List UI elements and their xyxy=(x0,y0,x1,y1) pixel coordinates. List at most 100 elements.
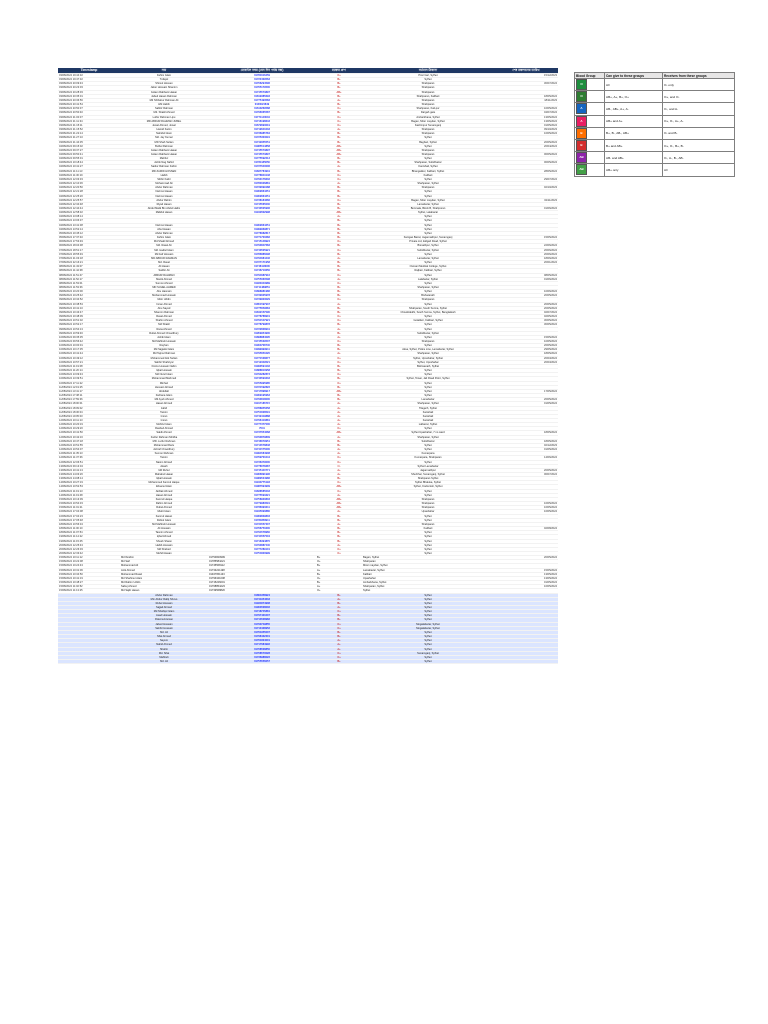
cell-name[interactable]: ABDUR RAHMAN xyxy=(120,273,208,278)
cell-name[interactable]: Asad Hossain xyxy=(120,613,208,619)
cell-empty[interactable] xyxy=(494,634,558,640)
cell-phone[interactable]: 01741575000 xyxy=(208,447,316,453)
cell-last-donation[interactable]: 20/06/2024 xyxy=(494,252,558,257)
cell-blood-group[interactable]: O+ xyxy=(316,655,362,661)
cell-name[interactable]: Kamrul Hasan xyxy=(120,514,208,519)
cell-timestamp[interactable]: 11/08/2024 17:38:11 xyxy=(58,393,120,399)
cell-address[interactable]: Shahparan xyxy=(362,131,494,137)
cell-last-donation[interactable] xyxy=(494,518,558,523)
cell-name[interactable]: Golam Rabbani Hasan xyxy=(120,90,208,95)
cell-blood-group[interactable]: A+ xyxy=(316,568,362,573)
cell-phone[interactable]: 01791547921 xyxy=(208,318,316,324)
cell-address[interactable]: Bagan, Sylhet xyxy=(362,555,494,561)
cell-timestamp[interactable]: 12/08/2024 10:29:20 xyxy=(58,426,120,432)
cell-name[interactable]: Habib Hossain xyxy=(120,543,208,548)
cell-name[interactable]: Hamid Karim xyxy=(120,127,208,133)
cell-blood-group[interactable]: AB+ xyxy=(316,484,362,490)
cell-name[interactable]: Hasan Ahmed xyxy=(120,401,208,407)
cell-blood-group[interactable]: B+ xyxy=(316,252,362,257)
cell-name[interactable]: Golam Rabbani Hasan xyxy=(120,152,208,158)
cell-phone[interactable]: 0160024849 xyxy=(208,102,316,108)
cell-timestamp[interactable]: 12/08/2024 10:11:13 xyxy=(58,418,120,424)
cell-phone[interactable]: 01749419888 xyxy=(208,414,316,419)
cell-phone[interactable]: 01758930803 xyxy=(208,497,316,503)
cell-phone[interactable]: 01741954633 xyxy=(208,597,316,602)
cell-blood-group[interactable]: B+ xyxy=(316,206,362,212)
cell-address[interactable]: Shahparan xyxy=(362,85,494,91)
cell-timestamp[interactable]: 03/08/2024 20:28:03 xyxy=(58,90,120,95)
cell-address[interactable]: Bagan, Mirer maydan, Sylhet xyxy=(362,198,494,203)
cell-timestamp[interactable]: 03/08/2024 20:50:37 xyxy=(58,106,120,112)
cell-last-donation[interactable] xyxy=(494,223,558,228)
cell-phone[interactable]: 01945090880 xyxy=(208,509,316,515)
cell-name[interactable]: Firoze Hussain Nabin xyxy=(120,364,208,370)
cell-timestamp[interactable]: 13/08/2024 14:08:14 xyxy=(58,476,120,482)
cell-name[interactable]: Tufayel xyxy=(120,77,208,83)
cell-timestamp[interactable]: 07/08/2024 18:55:49 xyxy=(58,252,120,257)
cell-last-donation[interactable]: 10/05/2024 xyxy=(494,339,558,345)
cell-address[interactable]: Sylhet Bhaluka, Sylhet xyxy=(362,480,494,486)
legend-receive-cell[interactable]: O-, and A- xyxy=(662,102,735,116)
cell-timestamp[interactable]: 20/08/2024 12:25:43 xyxy=(58,543,120,548)
cell-last-donation[interactable] xyxy=(494,376,558,382)
cell-address[interactable]: Shahparan xyxy=(362,127,494,133)
cell-name[interactable]: Mafidul Hasan xyxy=(120,210,208,216)
cell-phone[interactable]: 01754608591 xyxy=(208,410,316,415)
cell-address[interactable]: Private Ltd, Eidgah Road, Sylhet xyxy=(362,239,494,245)
cell-timestamp[interactable]: 09/08/2024 10:48:09 xyxy=(58,314,120,320)
cell-timestamp[interactable]: 13/08/2024 10:41:13 xyxy=(58,468,120,474)
cell-address[interactable]: Dargah gate xyxy=(362,110,494,116)
cell-blood-group[interactable]: A+ xyxy=(316,543,362,548)
cell-address[interactable]: Ambarkhana, Sylhet xyxy=(362,580,494,586)
cell-name[interactable]: Md Shakil xyxy=(120,322,208,328)
cell-timestamp[interactable]: 09/08/2024 10:38:53 xyxy=(58,302,120,307)
cell-timestamp[interactable]: 11/08/2024 19:05:03 xyxy=(58,414,120,419)
cell-phone[interactable]: 01748118000 xyxy=(208,264,316,270)
cell-blood-group[interactable]: B+ xyxy=(316,343,362,349)
cell-timestamp[interactable]: 06/08/2024 18:04:38 xyxy=(58,243,120,249)
cell-name[interactable]: Tamim xyxy=(120,455,208,461)
cell-name[interactable]: Abdur Rahman xyxy=(120,593,208,598)
cell-phone[interactable]: 01746679951 xyxy=(208,439,316,444)
cell-phone[interactable]: 01987694909 xyxy=(208,484,316,490)
cell-blood-group[interactable]: B+ xyxy=(316,202,362,208)
cell-phone[interactable]: 01785584221 xyxy=(208,559,316,565)
cell-name[interactable]: Rubel Ahmed Chowdhury xyxy=(120,331,208,336)
cell-timestamp[interactable]: 15/08/2024 10:34:50 xyxy=(58,572,120,577)
cell-phone[interactable]: 01708570028 xyxy=(208,651,316,656)
cell-blood-group[interactable]: AB+ xyxy=(316,148,362,153)
cell-timestamp[interactable]: 03/08/2024 19:47:32 xyxy=(58,77,120,83)
cell-phone[interactable]: 01999999911 xyxy=(208,347,316,353)
cell-address[interactable]: Osmani Medical College, Sylhet xyxy=(362,264,494,270)
cell-timestamp[interactable]: 10/08/2024 10:00:01 xyxy=(58,343,120,349)
cell-name[interactable]: Md. Abdur Rafiq Shuvo xyxy=(120,597,208,602)
legend-give-cell[interactable]: AB- and AB+ xyxy=(604,151,663,165)
cell-name[interactable]: Nazmul Hasan xyxy=(120,194,208,199)
cell-timestamp[interactable]: 18/08/2024 11:00:10 xyxy=(58,526,120,532)
cell-phone[interactable]: 01739903029 xyxy=(208,297,316,303)
cell-last-donation[interactable]: 18/05/2024 xyxy=(494,351,558,357)
cell-address[interactable]: Sylhet xyxy=(362,547,494,552)
cell-empty[interactable] xyxy=(494,593,558,598)
cell-address[interactable]: Sylhet xyxy=(362,539,494,544)
cell-address[interactable]: Sylhet, Tower, Jail Road Point, Sylhet xyxy=(362,376,494,382)
cell-blood-group[interactable]: O+ xyxy=(316,198,362,203)
cell-name[interactable]: Tamim xyxy=(120,410,208,415)
cell-timestamp[interactable]: 04/08/2024 12:21:28 xyxy=(58,189,120,195)
cell-blood-group[interactable]: B+ xyxy=(316,231,362,237)
cell-empty[interactable] xyxy=(58,605,120,611)
cell-address[interactable]: Shahparan, Sylhet xyxy=(362,584,494,590)
cell-empty[interactable] xyxy=(494,655,558,661)
cell-name[interactable]: Rubel Ahmed xyxy=(120,505,208,511)
cell-phone[interactable]: 01969839803 xyxy=(208,514,316,519)
cell-last-donation[interactable]: 02/11/2023 xyxy=(494,198,558,203)
cell-last-donation[interactable] xyxy=(494,189,558,195)
cell-timestamp[interactable]: 10/08/2024 09:35:35 xyxy=(58,335,120,341)
legend-group-cell[interactable]: AB xyxy=(574,151,605,165)
cell-timestamp[interactable]: 03/08/2024 19:44:32 xyxy=(58,73,120,79)
cell-phone[interactable]: 01794684446 xyxy=(208,256,316,262)
cell-address[interactable]: Sylhet xyxy=(362,156,494,162)
cell-blood-group[interactable]: B+ xyxy=(316,593,362,598)
cell-last-donation[interactable]: 17/05/2024 xyxy=(494,389,558,395)
cell-timestamp[interactable]: 15/08/2024 10:11:12 xyxy=(58,555,120,561)
